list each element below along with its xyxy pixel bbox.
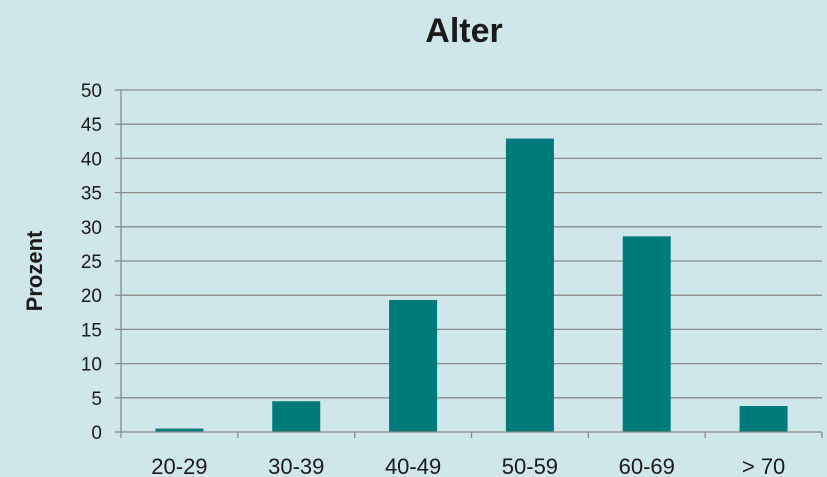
bar-30-39 [272, 401, 320, 432]
x-tick-label: 20-29 [151, 454, 207, 477]
x-tick-label: 40-49 [385, 454, 441, 477]
x-tick-label: 60-69 [619, 454, 675, 477]
y-tick-label: 0 [91, 423, 102, 444]
y-tick-label: 40 [81, 149, 102, 170]
y-tick-label: 30 [81, 218, 102, 239]
axes [115, 90, 822, 438]
y-tick-label: 25 [81, 252, 102, 273]
y-axis-label: Prozent [22, 230, 47, 311]
y-tick-label: 45 [81, 115, 102, 136]
x-tick-labels: 20-29 30-39 40-49 50-59 60-69 > 70 [151, 454, 785, 477]
y-tick-labels: 0 5 10 15 20 25 30 35 40 45 50 [81, 81, 102, 444]
y-tick-label: 20 [81, 286, 102, 307]
y-tick-label: 50 [81, 81, 102, 102]
chart-title: Alter [425, 12, 502, 50]
bars [155, 139, 787, 432]
y-tick-label: 10 [81, 355, 102, 376]
x-tick-label: 30-39 [268, 454, 324, 477]
y-tick-label: 5 [91, 389, 102, 410]
y-tick-label: 15 [81, 320, 102, 341]
bar-70 [740, 406, 788, 432]
x-tick-label: 50-59 [502, 454, 558, 477]
bar-40-49 [389, 300, 437, 432]
x-tick-label: > 70 [742, 454, 785, 477]
gridlines [121, 90, 822, 398]
y-tick-label: 35 [81, 184, 102, 205]
bar-60-69 [623, 236, 671, 432]
bar-50-59 [506, 139, 554, 432]
